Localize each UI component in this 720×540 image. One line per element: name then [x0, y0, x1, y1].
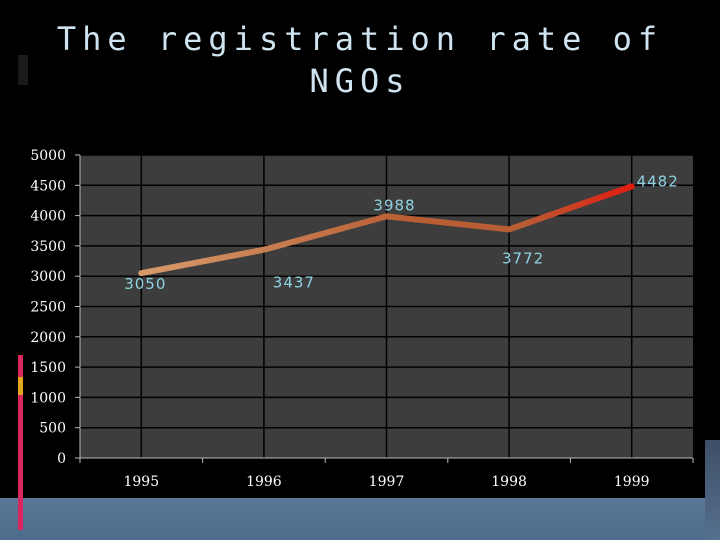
y-tick-label: 3000 — [30, 269, 66, 285]
y-tick-label: 1500 — [30, 360, 66, 376]
data-labels: 3050 3437 3988 3772 4482 — [124, 172, 679, 293]
data-label: 3050 — [124, 275, 166, 293]
line-chart: 0 500 1000 1500 2000 2500 3000 3500 4000 4500 5000… — [30, 148, 694, 490]
slide-footer-band — [0, 498, 720, 540]
left-accent-highlight — [18, 377, 23, 395]
grid-lines — [80, 154, 693, 458]
y-axis: 0 500 1000 1500 2000 2500 3000 3500 4000 4500 5000 — [30, 148, 81, 467]
x-tick-label: 1998 — [491, 474, 527, 490]
y-tick-label: 5000 — [30, 148, 66, 164]
data-label: 4482 — [637, 172, 679, 190]
data-line — [138, 183, 635, 277]
left-accent-stripe — [18, 355, 23, 530]
x-tick-label: 1999 — [614, 474, 650, 490]
slide-corner-band — [705, 440, 720, 540]
x-tick-label: 1997 — [369, 474, 405, 490]
y-tick-label: 4500 — [30, 178, 66, 194]
chart-panel: 0 500 1000 1500 2000 2500 3000 3500 4000 4500 5000… — [28, 128, 705, 498]
left-accent-block — [18, 55, 28, 85]
data-label: 3988 — [373, 196, 415, 214]
data-point — [506, 226, 512, 232]
y-tick-label: 500 — [39, 421, 66, 437]
x-tick-label: 1995 — [123, 474, 159, 490]
data-label: 3772 — [502, 249, 544, 267]
chart-title: The registration rate of NGOs — [56, 20, 664, 100]
data-label: 3437 — [273, 274, 315, 292]
data-point — [261, 247, 267, 253]
y-tick-label: 3500 — [30, 239, 66, 255]
y-tick-label: 0 — [57, 451, 66, 467]
y-tick-label: 2500 — [30, 300, 66, 316]
y-tick-label: 4000 — [30, 209, 66, 225]
x-tick-label: 1996 — [246, 474, 282, 490]
x-axis: 1995 1996 1997 1998 1999 — [79, 457, 694, 490]
data-point — [629, 183, 635, 189]
y-tick-label: 1000 — [30, 390, 66, 406]
y-tick-label: 2000 — [30, 330, 66, 346]
series-line — [138, 183, 635, 277]
